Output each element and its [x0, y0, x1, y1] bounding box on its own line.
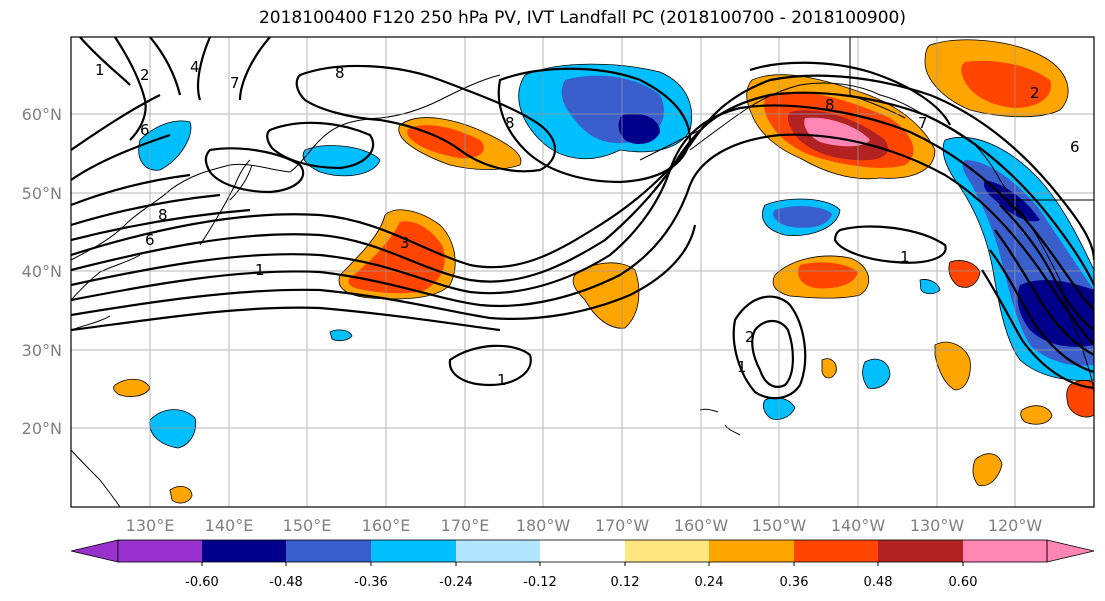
lat-label-40: 40°N	[22, 262, 62, 281]
contour-label: 1	[255, 261, 265, 279]
colorbar-swatch	[625, 540, 709, 562]
lon-label: 120°W	[988, 516, 1043, 535]
colorbar-swatch	[118, 540, 202, 562]
colorbar-outline	[117, 539, 1048, 563]
lon-label: 130°E	[126, 516, 175, 535]
colorbar-swatch	[709, 540, 794, 562]
colorbar-swatch	[456, 540, 540, 562]
lat-label-50: 50°N	[22, 184, 62, 203]
ivt-contours	[71, 37, 1094, 400]
contour-label: 8	[505, 114, 515, 132]
colorbar-ticks: -0.60 -0.48 -0.36 -0.24 -0.12 0.12 0.24 …	[185, 575, 977, 590]
colorbar-tick-label: -0.12	[523, 575, 557, 590]
lon-label: 140°W	[831, 516, 886, 535]
contour-label: 1	[95, 61, 105, 79]
contour-label: 2	[745, 328, 755, 346]
colorbar-tick-label: 0.60	[949, 575, 978, 590]
longitude-labels: 130°E 140°E 150°E 160°E 170°E 180°W 170°…	[126, 516, 1043, 535]
lon-label: 180°W	[516, 516, 571, 535]
contour-label: 7	[230, 74, 240, 92]
contour-label: 8	[158, 206, 168, 224]
map-frame	[70, 36, 1095, 508]
colorbar-tick-label: 0.12	[611, 575, 640, 590]
colorbar-swatch	[963, 540, 1047, 562]
colorbar: -0.60 -0.48 -0.36 -0.24 -0.12 0.12 0.24 …	[70, 539, 1095, 590]
lon-label: 160°W	[674, 516, 729, 535]
contour-label: 4	[190, 58, 200, 76]
colorbar-swatch	[540, 540, 625, 562]
contour-label: 7	[918, 114, 928, 132]
lon-label: 170°E	[441, 516, 490, 535]
lat-label-30: 30°N	[22, 341, 62, 360]
colorbar-tick-label: 0.36	[780, 575, 809, 590]
lat-label-60: 60°N	[22, 105, 62, 124]
colorbar-tick-label: -0.24	[439, 575, 473, 590]
map-layers: 1 2 4 7 8 8 6 8 6 3 1 1 2 1 1 8 2 6 7	[71, 37, 1094, 507]
lon-label: 150°E	[283, 516, 332, 535]
lon-label: 130°W	[910, 516, 965, 535]
colorbar-swatch	[202, 540, 286, 562]
colorbar-tick-label: -0.48	[269, 575, 303, 590]
contour-label: 3	[400, 234, 410, 252]
colorbar-tick-label: 0.24	[695, 575, 724, 590]
latitude-labels: 60°N 50°N 40°N 30°N 20°N	[22, 105, 62, 438]
contour-label: 8	[335, 64, 345, 82]
lon-label: 170°W	[595, 516, 650, 535]
colorbar-swatch	[794, 540, 878, 562]
colorbar-tick-label: 0.48	[864, 575, 893, 590]
contour-labels: 1 2 4 7 8 8 6 8 6 3 1 1 2 1 1 8 2 6 7	[95, 58, 1080, 389]
lon-label: 150°W	[752, 516, 807, 535]
map-title: 2018100400 F120 250 hPa PV, IVT Landfall…	[258, 8, 906, 28]
contour-label: 8	[825, 96, 835, 114]
colorbar-extend-high	[1046, 539, 1095, 563]
lon-label: 160°E	[362, 516, 411, 535]
colorbar-tick-label: -0.36	[354, 575, 388, 590]
colorbar-swatch	[878, 540, 963, 562]
contour-label: 2	[140, 66, 150, 84]
contour-label: 2	[1030, 84, 1040, 102]
contour-label: 1	[497, 371, 507, 389]
contour-label: 1	[900, 248, 910, 266]
contour-label: 6	[1070, 138, 1080, 156]
colorbar-tick-label: -0.60	[185, 575, 219, 590]
colorbar-swatch	[286, 540, 371, 562]
lon-label: 140°E	[205, 516, 254, 535]
lat-label-20: 20°N	[22, 419, 62, 438]
colorbar-swatches	[70, 539, 1095, 566]
contour-label: 1	[737, 358, 747, 376]
colorbar-swatch	[371, 540, 456, 562]
contour-label: 6	[140, 121, 150, 139]
colorbar-extend-low	[70, 539, 119, 563]
contour-label: 6	[145, 231, 155, 249]
